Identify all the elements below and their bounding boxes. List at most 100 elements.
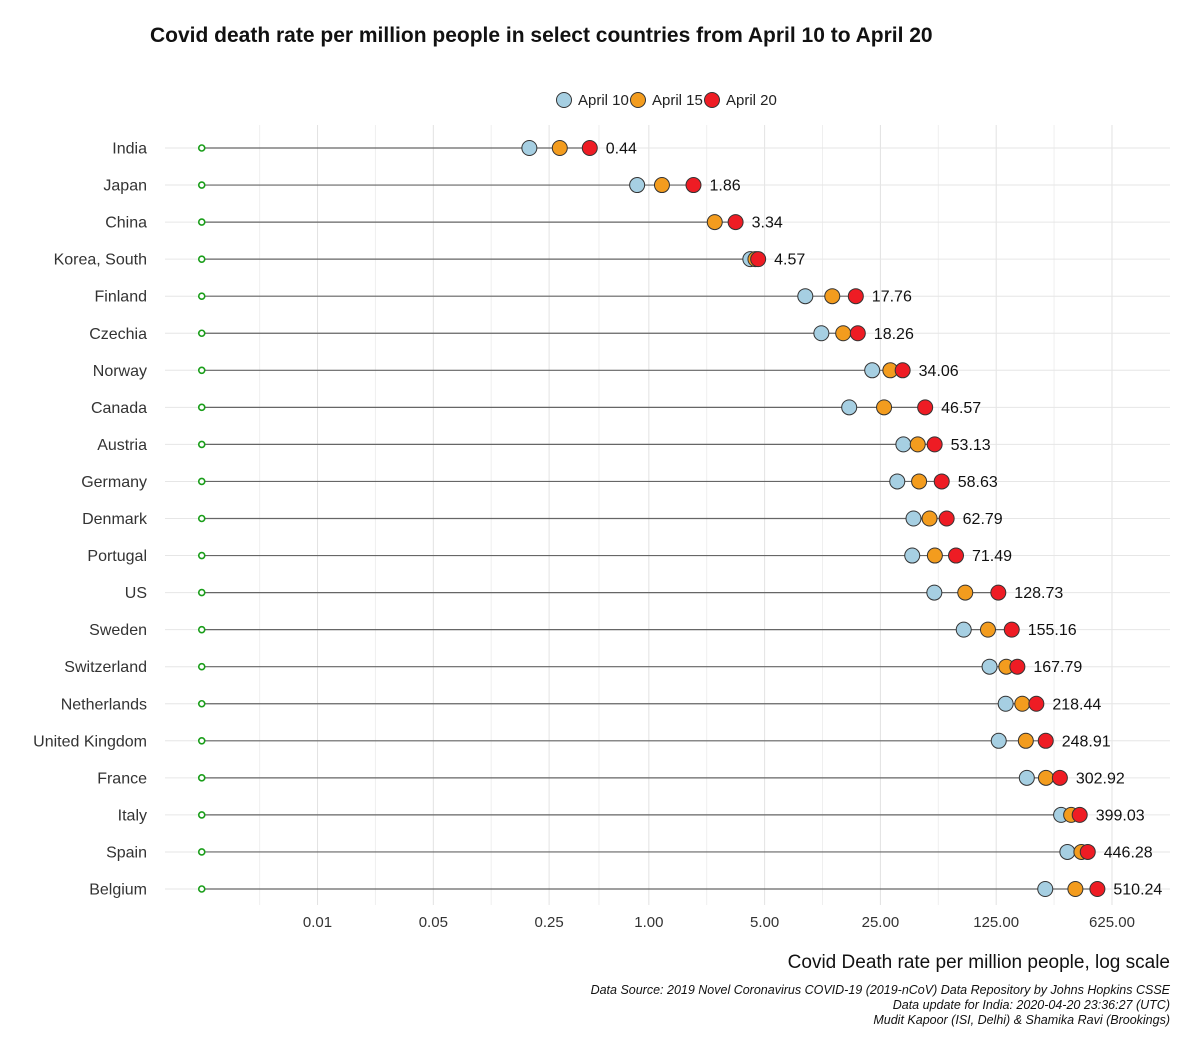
value-label: 62.79 [963, 511, 1003, 528]
point-april10 [797, 288, 814, 305]
value-label: 0.44 [606, 141, 637, 158]
country-label: US [125, 585, 147, 602]
start-marker [197, 255, 206, 263]
point-april15 [551, 140, 568, 156]
point-april10 [521, 140, 538, 156]
x-tick-label: 0.05 [419, 914, 448, 931]
country-row: Belgium 510.24 [89, 881, 1170, 899]
x-tick-label: 0.01 [303, 914, 332, 931]
start-marker [197, 218, 206, 226]
country-label: Switzerland [64, 659, 147, 676]
point-april20 [1089, 881, 1106, 897]
legend-swatch-april-10 [556, 92, 572, 108]
point-april20 [1028, 695, 1045, 712]
country-row: Germany 58.63 [81, 473, 1170, 491]
point-april20 [933, 473, 950, 490]
point-april20 [947, 547, 964, 564]
country-rows: India 0.44 Japan 1.86 China 3.34 Korea, South 4… [33, 140, 1170, 899]
x-tick-label: 25.00 [862, 914, 900, 931]
gridlines [259, 125, 1113, 905]
legend-label-april-15: April 15 [652, 91, 703, 109]
country-label: Netherlands [61, 696, 147, 713]
country-row: Portugal 71.49 [87, 547, 1170, 565]
point-april10 [889, 473, 906, 490]
legend-swatch-april-15 [630, 92, 646, 108]
country-label: Japan [103, 178, 147, 195]
country-label: Finland [95, 289, 147, 306]
country-row: United Kingdom 248.91 [33, 732, 1170, 750]
value-label: 128.73 [1014, 585, 1063, 602]
point-april20 [750, 251, 767, 268]
country-label: Germany [81, 474, 147, 491]
country-label: India [112, 141, 147, 158]
point-april10 [813, 325, 830, 342]
start-marker [197, 292, 206, 301]
start-marker [197, 699, 206, 708]
country-label: Canada [91, 400, 147, 417]
point-april15 [706, 214, 723, 231]
country-row: Korea, South 4.57 [54, 251, 1170, 269]
point-april10 [1059, 843, 1076, 860]
country-label: Austria [97, 437, 147, 454]
point-april20 [1051, 769, 1068, 786]
country-row: US 128.73 [125, 584, 1170, 602]
country-row: Denmark 62.79 [82, 510, 1170, 528]
point-april20 [938, 510, 955, 527]
point-april20 [1037, 732, 1054, 749]
point-april20 [894, 362, 911, 379]
start-marker [197, 588, 206, 597]
country-row: Finland 17.76 [95, 288, 1170, 306]
country-row: Switzerland 167.79 [64, 658, 1170, 676]
point-april10 [841, 399, 858, 416]
x-tick-label: 1.00 [634, 914, 663, 931]
value-label: 510.24 [1113, 882, 1162, 899]
value-label: 4.57 [774, 252, 805, 269]
point-april20 [849, 325, 866, 342]
value-label: 302.92 [1076, 770, 1125, 787]
point-april15 [876, 399, 893, 416]
start-marker [197, 181, 206, 189]
start-marker [197, 477, 206, 486]
dot-plot: India 0.44 Japan 1.86 China 3.34 Korea, South 4… [33, 125, 1170, 931]
value-label: 34.06 [919, 363, 959, 380]
point-april15 [1014, 695, 1031, 712]
point-april20 [727, 214, 744, 231]
start-marker [197, 848, 206, 856]
start-marker [197, 440, 206, 449]
start-marker [197, 811, 206, 819]
legend-label-april-20: April 20 [726, 91, 777, 109]
value-label: 1.86 [709, 178, 740, 195]
point-april20 [847, 288, 864, 305]
point-april15 [835, 325, 852, 342]
country-label: Sweden [89, 622, 147, 639]
country-row: Italy 399.03 [118, 806, 1170, 824]
point-april15 [979, 621, 996, 638]
point-april10 [905, 510, 922, 527]
legend-item-april-10: April 10 [556, 87, 629, 113]
point-april20 [917, 399, 934, 416]
value-label: 71.49 [972, 548, 1012, 565]
x-tick-label: 125.00 [973, 914, 1019, 931]
value-label: 399.03 [1096, 807, 1145, 824]
country-row: Norway 34.06 [93, 362, 1170, 380]
point-april15 [653, 177, 670, 194]
country-row: Sweden 155.16 [89, 621, 1170, 639]
point-april15 [1017, 732, 1034, 749]
start-marker [197, 366, 206, 375]
start-marker [197, 329, 206, 338]
point-april20 [581, 140, 598, 156]
start-marker [197, 885, 206, 893]
country-label: Portugal [87, 548, 147, 565]
start-marker [197, 551, 206, 560]
x-axis-ticks: 0.01 0.05 0.25 1.00 5.00 25.00 125.00 625.00 [303, 914, 1135, 931]
start-marker [197, 403, 206, 412]
country-label: Italy [118, 807, 147, 824]
legend-item-april-15: April 15 [630, 87, 703, 113]
country-row: China 3.34 [105, 214, 1170, 232]
start-marker [197, 736, 206, 745]
country-label: Belgium [89, 882, 147, 899]
start-marker [197, 514, 206, 523]
country-label: Czechia [89, 326, 147, 343]
country-label: France [97, 770, 147, 787]
x-tick-label: 625.00 [1089, 914, 1135, 931]
